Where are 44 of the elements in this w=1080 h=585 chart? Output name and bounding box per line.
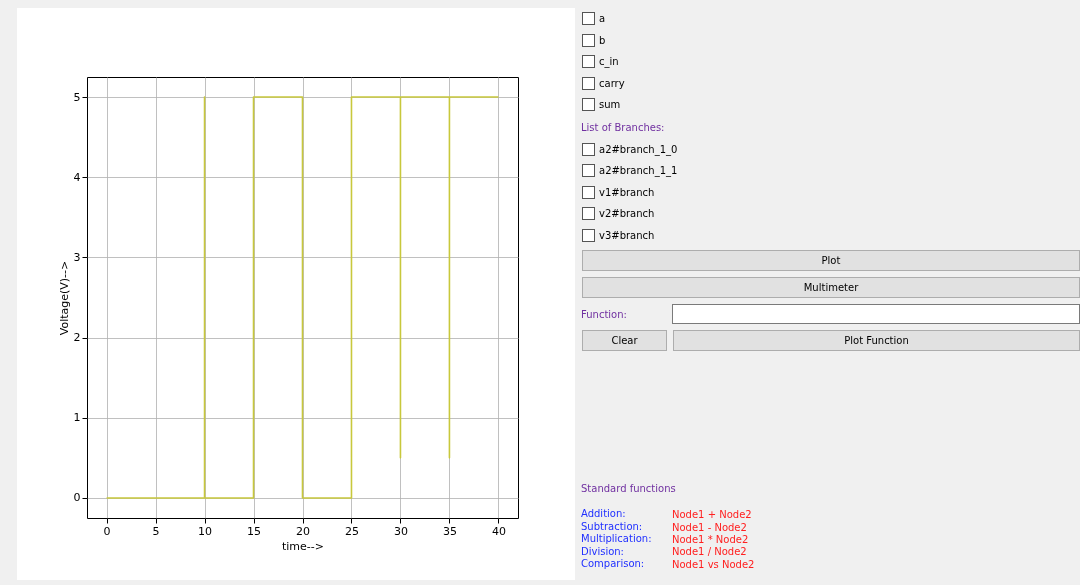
text: v3#branch xyxy=(599,230,655,242)
text: Node1 + Node2 xyxy=(672,509,752,521)
text: a xyxy=(599,13,606,25)
text: b xyxy=(599,35,606,47)
text: carry xyxy=(599,78,625,90)
text: Clear xyxy=(611,335,638,346)
x-tick-label: 0 xyxy=(103,524,111,538)
x-tick-label: 25 xyxy=(344,524,359,538)
text: a2#branch_1_0 xyxy=(599,144,678,156)
text: Node1 / Node2 xyxy=(672,546,747,558)
text: Node1 - Node2 xyxy=(672,522,747,534)
text: Plot Function xyxy=(844,335,909,346)
text: Node1 * Node2 xyxy=(672,534,749,546)
y-tick-label: 1 xyxy=(73,411,81,425)
text: Multiplication: xyxy=(581,533,652,545)
y-tick-label: 5 xyxy=(73,90,81,104)
text: v2#branch xyxy=(599,208,655,220)
y-tick-label: 3 xyxy=(73,250,81,264)
text: Plot xyxy=(821,255,841,266)
text: Multimeter xyxy=(803,282,859,293)
text: Node1 vs Node2 xyxy=(672,559,755,571)
x-tick-label: 20 xyxy=(296,524,310,538)
x-tick-label: 30 xyxy=(393,524,408,538)
y-tick-label: 0 xyxy=(73,491,81,505)
text: sum xyxy=(599,99,621,111)
x-tick-label: 10 xyxy=(198,524,213,538)
text: c_in xyxy=(599,56,619,68)
x-axis-title: time--> xyxy=(281,539,325,553)
x-tick-label: 35 xyxy=(442,524,457,538)
text: Addition: xyxy=(581,508,626,520)
x-tick-label: 40 xyxy=(491,524,506,538)
text: Subtraction: xyxy=(581,521,643,533)
y-tick-label: 2 xyxy=(73,331,81,345)
text: Division: xyxy=(581,546,624,558)
text: Function: xyxy=(581,309,627,321)
text: Comparison: xyxy=(581,558,645,570)
y-axis-title: Voltage(V)--> xyxy=(57,260,71,336)
x-tick-label: 15 xyxy=(247,524,262,538)
x-tick-label: 5 xyxy=(152,524,160,538)
y-tick-label: 4 xyxy=(73,170,81,184)
text: Standard functions xyxy=(581,483,676,495)
text: a2#branch_1_1 xyxy=(599,165,678,177)
text: v1#branch xyxy=(599,187,655,199)
text: List of Branches: xyxy=(581,122,665,134)
